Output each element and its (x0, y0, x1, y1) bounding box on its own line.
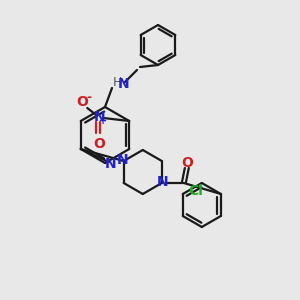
Text: N: N (105, 157, 117, 171)
Text: H: H (112, 76, 122, 88)
Text: O: O (181, 156, 193, 170)
Text: N: N (117, 153, 128, 167)
Text: Cl: Cl (188, 184, 203, 198)
Text: O: O (76, 95, 88, 109)
Text: O: O (93, 137, 105, 151)
Text: N: N (93, 110, 105, 124)
Text: N: N (118, 77, 130, 91)
Text: -: - (87, 92, 92, 104)
Text: N: N (157, 175, 169, 189)
Text: +: + (99, 116, 107, 126)
